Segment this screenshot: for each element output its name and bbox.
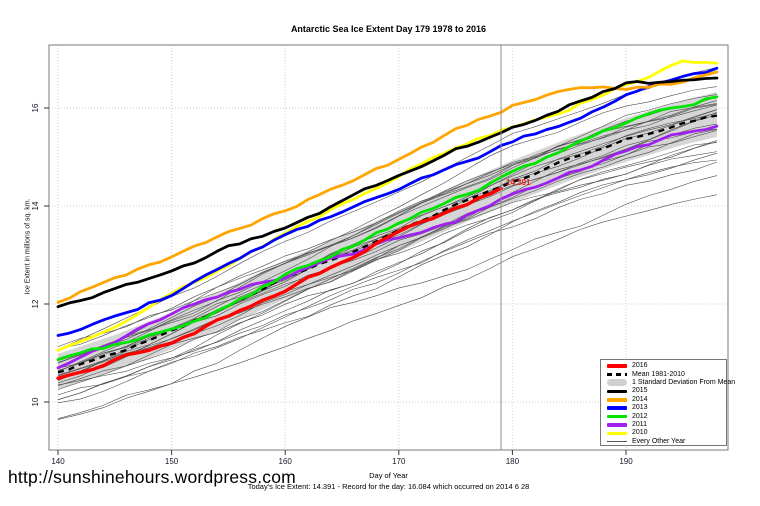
legend-swatch-solid bbox=[607, 431, 627, 436]
legend-swatch-dashed bbox=[607, 372, 627, 377]
chart-legend: 2016 Mean 1981-2010 1 Standard Deviation F… bbox=[600, 359, 735, 446]
legend-label: 2010 bbox=[632, 429, 648, 437]
plot-border bbox=[48, 44, 729, 451]
legend-swatch-solid bbox=[607, 423, 627, 427]
other-year-line bbox=[57, 96, 717, 372]
other-year-line bbox=[57, 161, 717, 401]
legend-swatch-solid bbox=[607, 398, 627, 402]
other-year-line bbox=[57, 111, 717, 378]
legend-swatch-band bbox=[607, 379, 627, 387]
other-year-line bbox=[57, 67, 717, 350]
other-year-line bbox=[57, 141, 717, 386]
other-year-line bbox=[57, 86, 717, 347]
y-tick-label: 10 bbox=[31, 397, 40, 406]
legend-label: 1 Standard Deviation From Mean bbox=[632, 378, 736, 386]
legend-swatch-solid bbox=[607, 389, 627, 394]
legend-label: 2016 bbox=[632, 362, 648, 370]
other-year-line bbox=[57, 142, 717, 390]
legend-swatch-solid bbox=[607, 406, 627, 410]
year-line-2016 bbox=[56, 186, 503, 381]
other-year-line bbox=[57, 151, 717, 400]
legend-row: Mean 1981-2010 bbox=[607, 370, 726, 378]
x-axis-label: Day of Year bbox=[369, 471, 408, 480]
legend-row: 2013 bbox=[607, 404, 726, 412]
legend-label: 2014 bbox=[632, 395, 648, 403]
legend-row: 2010 bbox=[607, 429, 726, 437]
x-tick-label: 150 bbox=[165, 457, 179, 466]
y-tick-label: 12 bbox=[31, 299, 40, 308]
legend-swatch-thin bbox=[607, 441, 627, 443]
chart-subtitle: Today's Ice Extent: 14.391 - Record for … bbox=[247, 482, 530, 491]
legend-row: 2016 bbox=[607, 362, 726, 370]
y-tick-label: 16 bbox=[31, 103, 40, 112]
year-line-2013 bbox=[56, 66, 719, 337]
x-tick-label: 180 bbox=[506, 457, 520, 466]
legend-row: Every Other Year bbox=[607, 438, 726, 446]
legend-label: Every Other Year bbox=[632, 437, 686, 445]
legend-swatch-solid bbox=[607, 364, 627, 368]
legend-label: 2011 bbox=[632, 420, 648, 428]
other-year-line bbox=[57, 152, 717, 396]
y-tick-label: 14 bbox=[31, 201, 40, 210]
other-year-line bbox=[57, 129, 717, 387]
x-tick-label: 170 bbox=[392, 457, 406, 466]
today-extent-annotation: 14.391 bbox=[506, 178, 531, 187]
legend-swatch-solid bbox=[607, 414, 627, 419]
year-line-2014 bbox=[56, 70, 719, 304]
legend-label: Mean 1981-2010 bbox=[632, 370, 685, 378]
x-tick-label: 190 bbox=[619, 457, 633, 466]
other-year-line bbox=[57, 94, 717, 350]
chart-title: Antarctic Sea Ice Extent Day 179 1978 to… bbox=[290, 24, 487, 34]
other-year-line bbox=[57, 128, 717, 377]
year-line-2012 bbox=[56, 95, 719, 362]
year-line-2011 bbox=[56, 124, 719, 370]
legend-label: 2015 bbox=[632, 387, 648, 395]
legend-row: 2012 bbox=[607, 412, 726, 420]
year-line-2010 bbox=[56, 59, 719, 352]
legend-label: 2012 bbox=[632, 412, 648, 420]
site-url-text: http://sunshinehours.wordpress.com bbox=[8, 467, 296, 487]
legend-label: 2013 bbox=[632, 404, 648, 412]
year-line-2015 bbox=[56, 76, 719, 309]
legend-row: 2011 bbox=[607, 421, 726, 429]
y-axis-label: Ice Extent in millions of sq. km. bbox=[24, 198, 32, 295]
x-tick-label: 140 bbox=[51, 457, 65, 466]
legend-row: 2014 bbox=[607, 396, 726, 404]
x-tick-label: 160 bbox=[279, 457, 293, 466]
other-year-line bbox=[57, 159, 717, 404]
legend-row: 1 Standard Deviation From Mean bbox=[607, 379, 735, 387]
legend-row: 2015 bbox=[607, 387, 726, 395]
other-year-line bbox=[57, 103, 717, 363]
other-year-line bbox=[57, 175, 717, 420]
